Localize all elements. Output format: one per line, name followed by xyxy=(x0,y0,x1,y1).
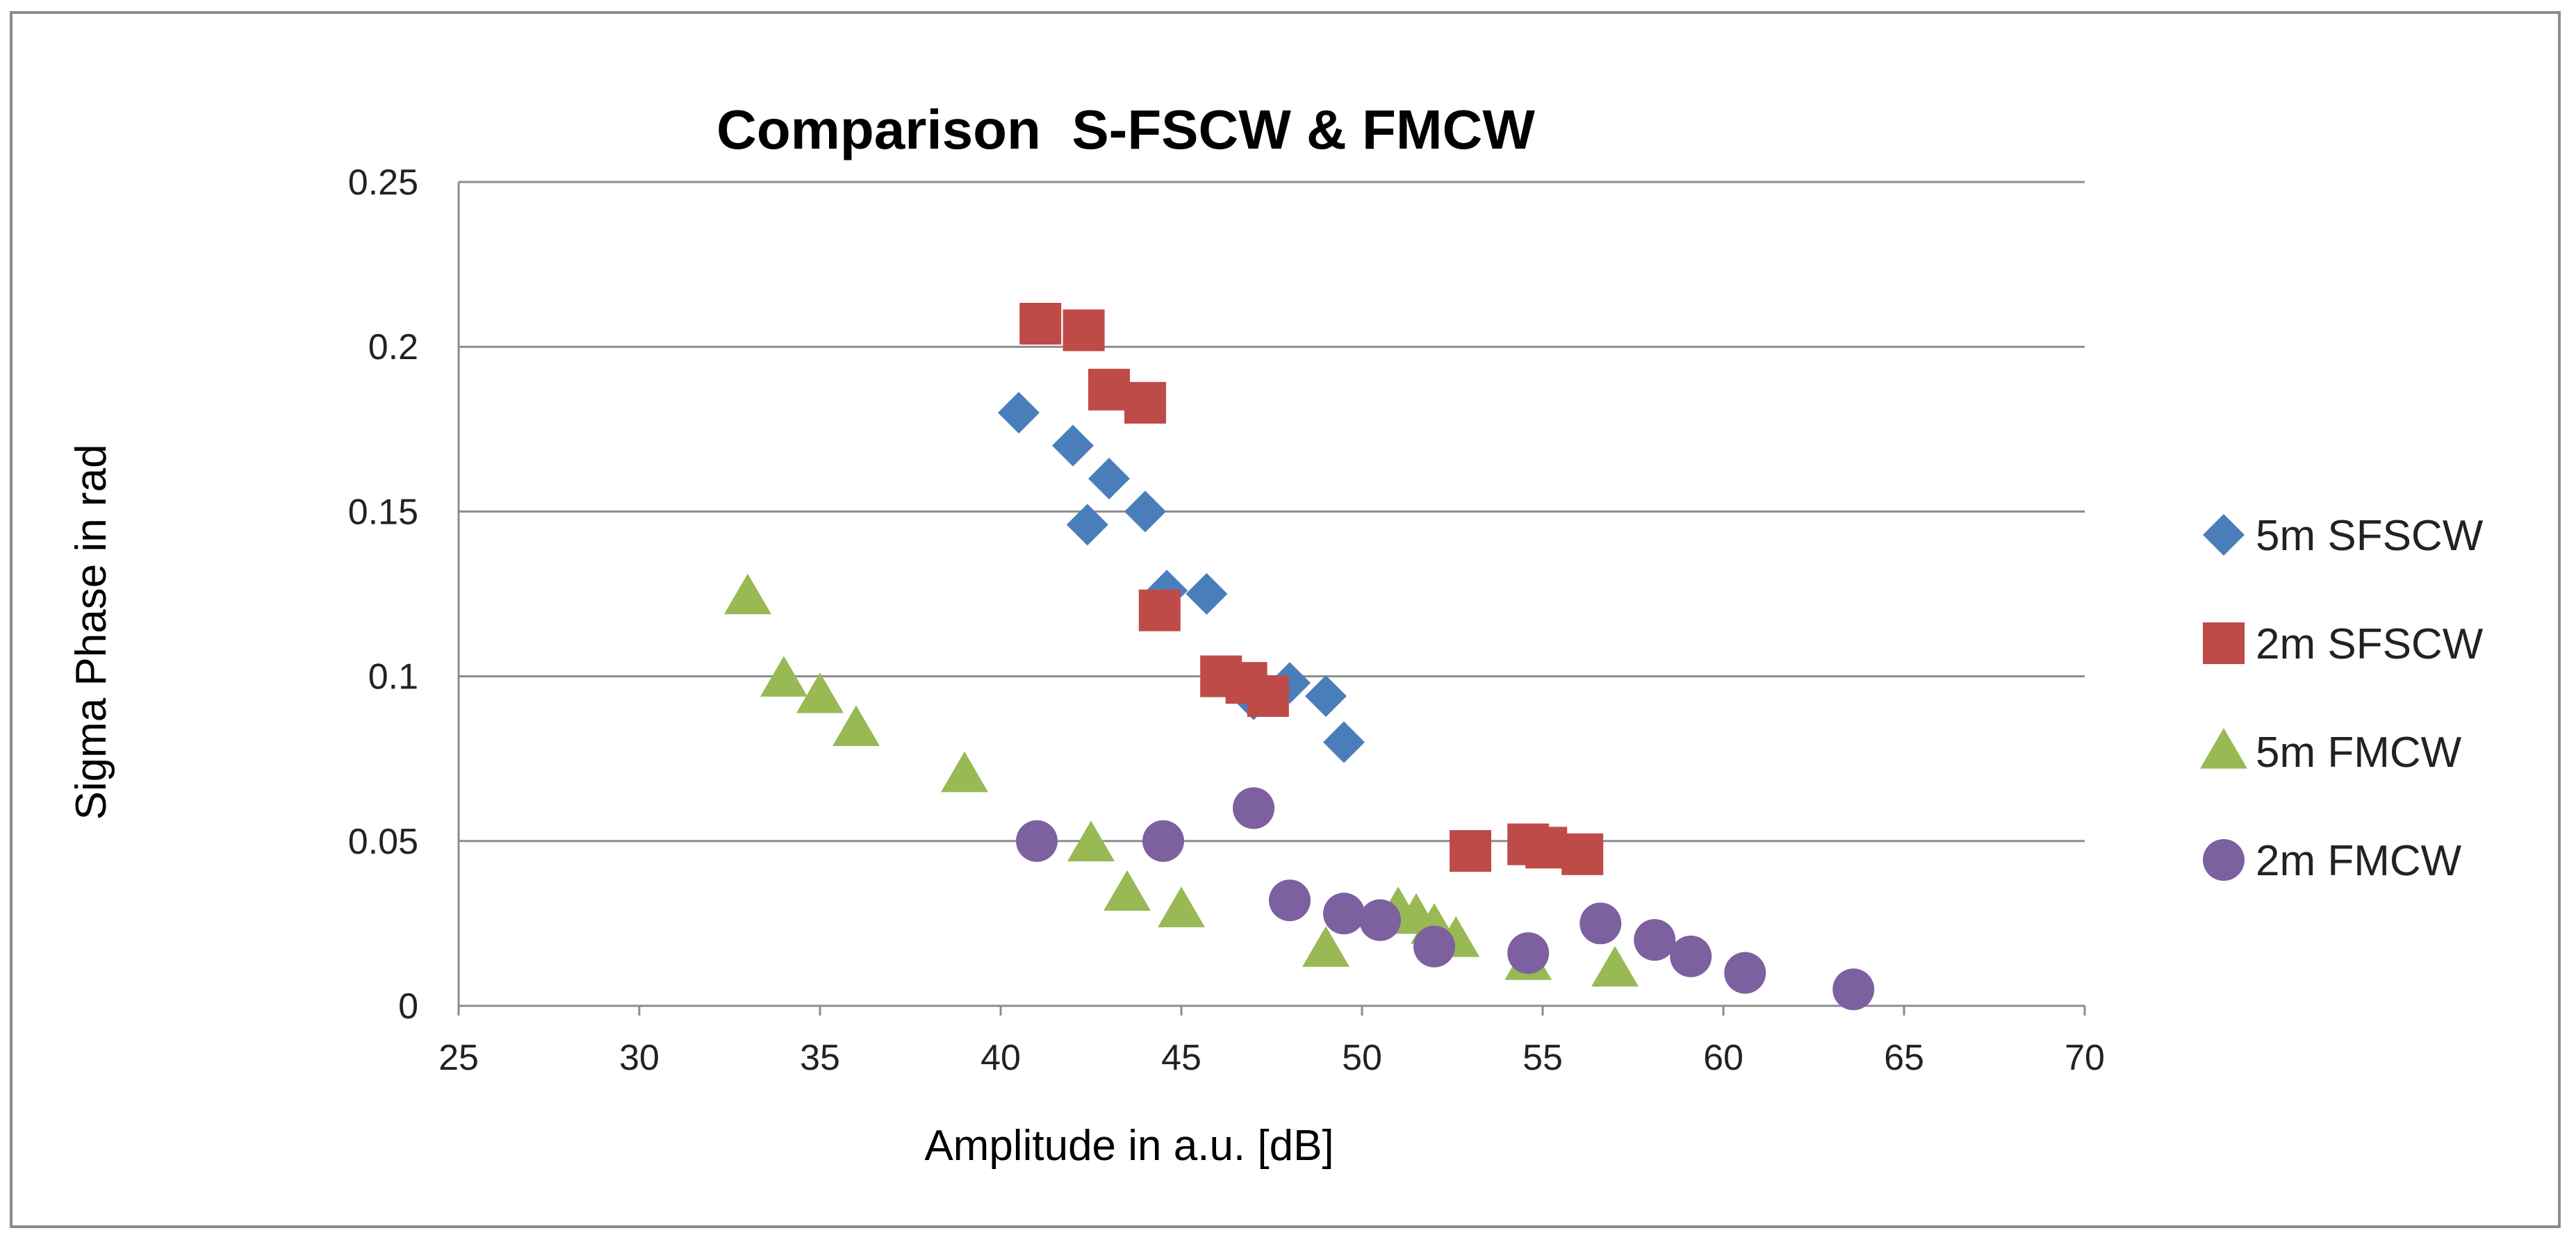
data-point-2m-sfscw xyxy=(1247,675,1289,718)
chart-title: Comparison S-FSCW & FMCW xyxy=(716,99,1535,160)
data-point-2m-sfscw xyxy=(1124,381,1166,424)
y-tick-label: 0.25 xyxy=(348,163,418,203)
x-tick-label: 45 xyxy=(1161,1038,1201,1078)
data-point-2m-fmcw xyxy=(1269,879,1311,922)
data-point-2m-fmcw xyxy=(1580,902,1622,945)
legend-marker-2m-fmcw xyxy=(2203,839,2245,881)
data-point-2m-fmcw xyxy=(1634,919,1676,961)
x-tick-label: 55 xyxy=(1523,1038,1563,1078)
data-point-5m-fmcw xyxy=(941,751,988,793)
x-tick-label: 40 xyxy=(981,1038,1021,1078)
y-tick-label: 0.1 xyxy=(368,657,418,697)
x-axis-label: Amplitude in a.u. [dB] xyxy=(924,1122,1334,1170)
legend-item-2m-sfscw: 2m SFSCW xyxy=(2203,620,2484,668)
data-point-5m-sfscw xyxy=(1052,424,1094,467)
legend-item-5m-sfscw: 5m SFSCW xyxy=(2203,512,2484,560)
data-point-2m-fmcw xyxy=(1233,787,1274,829)
gridlines xyxy=(459,181,2085,1007)
data-point-5m-sfscw xyxy=(1088,457,1130,499)
x-tick-label: 60 xyxy=(1703,1038,1744,1078)
x-tick-label: 50 xyxy=(1342,1038,1382,1078)
chart-frame xyxy=(10,11,2561,1228)
legend-label: 2m SFSCW xyxy=(2256,620,2484,668)
legend-item-2m-fmcw: 2m FMCW xyxy=(2203,837,2462,885)
data-point-5m-sfscw xyxy=(1186,573,1228,615)
legend: 5m SFSCW 2m SFSCW 5m FMCW 2m FMCW xyxy=(2200,512,2484,885)
y-axis-label: Sigma Phase in rad xyxy=(67,444,115,820)
data-point-2m-sfscw xyxy=(1088,368,1130,411)
data-point-2m-fmcw xyxy=(1142,820,1184,862)
series-5m-fmcw xyxy=(724,573,1639,987)
legend-label: 5m SFSCW xyxy=(2256,512,2484,560)
data-point-2m-fmcw xyxy=(1724,952,1766,994)
series-2m-sfscw xyxy=(1019,302,1604,875)
x-tick-label: 65 xyxy=(1884,1038,1924,1078)
x-tick-label: 70 xyxy=(2065,1038,2105,1078)
axes xyxy=(457,182,2086,1016)
data-point-2m-fmcw xyxy=(1359,899,1401,941)
data-point-5m-fmcw xyxy=(724,573,771,615)
data-point-2m-sfscw xyxy=(1063,309,1105,351)
y-tick-label: 0 xyxy=(398,986,418,1027)
data-point-2m-fmcw xyxy=(1016,820,1058,862)
data-point-2m-sfscw xyxy=(1525,827,1568,869)
legend-item-5m-fmcw: 5m FMCW xyxy=(2200,728,2462,777)
data-point-2m-sfscw xyxy=(1138,589,1181,631)
legend-label: 5m FMCW xyxy=(2256,729,2462,777)
data-point-5m-sfscw xyxy=(1124,490,1166,533)
data-point-2m-sfscw xyxy=(1450,830,1491,872)
y-axis-ticks: 0 0.05 0.1 0.15 0.2 0.25 xyxy=(348,163,418,1027)
legend-marker-5m-fmcw xyxy=(2200,728,2247,769)
data-point-5m-fmcw xyxy=(796,672,844,713)
data-point-2m-fmcw xyxy=(1670,935,1712,977)
data-point-5m-fmcw xyxy=(1591,945,1639,987)
data-point-2m-fmcw xyxy=(1507,932,1550,975)
y-tick-label: 0.15 xyxy=(348,492,418,532)
legend-marker-5m-sfscw xyxy=(2203,514,2245,556)
data-point-5m-fmcw xyxy=(1302,926,1349,967)
data-point-5m-sfscw xyxy=(1323,721,1365,763)
data-point-5m-fmcw xyxy=(1104,870,1151,911)
data-point-5m-fmcw xyxy=(1067,820,1115,862)
data-point-2m-fmcw xyxy=(1832,968,1875,1011)
x-axis-ticks: 25 30 35 40 45 50 55 60 65 70 xyxy=(438,1038,2105,1078)
data-point-5m-fmcw xyxy=(760,656,807,697)
legend-marker-2m-sfscw xyxy=(2203,622,2245,664)
y-tick-label: 0.2 xyxy=(368,327,418,367)
x-tick-label: 30 xyxy=(619,1038,659,1078)
data-point-2m-sfscw xyxy=(1019,302,1062,345)
data-point-5m-sfscw xyxy=(998,392,1040,434)
data-point-2m-fmcw xyxy=(1323,893,1365,935)
data-point-2m-sfscw xyxy=(1561,833,1604,875)
data-point-5m-fmcw xyxy=(1158,886,1205,927)
data-points xyxy=(724,302,1875,1011)
data-point-2m-fmcw xyxy=(1413,925,1455,968)
series-2m-fmcw xyxy=(1016,787,1875,1011)
series-5m-sfscw xyxy=(998,392,1365,763)
data-point-5m-fmcw xyxy=(832,705,880,746)
x-tick-label: 35 xyxy=(800,1038,840,1078)
data-point-5m-sfscw xyxy=(1305,675,1347,718)
legend-label: 2m FMCW xyxy=(2256,837,2462,885)
y-tick-label: 0.05 xyxy=(348,822,418,862)
x-tick-label: 25 xyxy=(438,1038,479,1078)
data-point-5m-sfscw xyxy=(1066,504,1108,546)
